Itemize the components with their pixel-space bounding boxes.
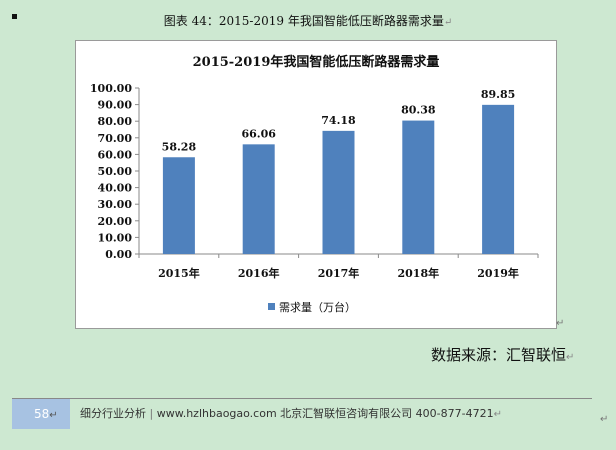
corner-mark: ↵ (600, 414, 609, 425)
data-label: 66.06 (241, 127, 276, 140)
footer-rule (12, 398, 592, 399)
page-number-box (12, 399, 70, 429)
page-number: 58↵ (34, 407, 58, 421)
footer-mark: ↵ (493, 409, 502, 420)
x-tick-label: 2017年 (318, 266, 360, 280)
bar (482, 104, 515, 254)
y-tick-label: 100.00 (90, 82, 132, 95)
y-tick-label: 80.00 (98, 115, 133, 128)
footer-text: 细分行业分析 | www.hzlhbaogao.com 北京汇智联恒咨询有限公司… (80, 405, 502, 421)
figure-caption: 图表 44：2015-2019 年我国智能低压断路器需求量↵ (0, 12, 616, 29)
bar (242, 144, 275, 254)
y-tick-label: 20.00 (98, 215, 133, 228)
chart-title: 2015-2019年我国智能低压断路器需求量 (193, 54, 440, 70)
y-tick-label: 10.00 (98, 231, 133, 244)
paragraph-mark: ↵ (443, 17, 453, 28)
x-tick-label: 2019年 (477, 266, 519, 280)
bar (162, 157, 195, 254)
y-tick-label: 90.00 (98, 99, 133, 112)
caption-text: 图表 44：2015-2019 年我国智能低压断路器需求量 (163, 14, 444, 28)
page-number-mark: ↵ (49, 410, 58, 421)
source-text: 数据来源：汇智联恒 (431, 346, 567, 364)
bar (322, 130, 355, 254)
y-tick-label: 60.00 (98, 148, 133, 161)
source-mark: ↵ (566, 352, 575, 363)
y-tick-label: 70.00 (98, 132, 133, 145)
legend-swatch (268, 303, 275, 310)
chart-paragraph-mark: ↵ (556, 318, 565, 329)
data-label: 74.18 (321, 114, 356, 127)
footer-company: www.hzlhbaogao.com 北京汇智联恒咨询有限公司 400-877-… (156, 407, 494, 420)
y-tick-label: 0.00 (105, 248, 132, 261)
list-bullet (12, 14, 17, 19)
x-tick-label: 2015年 (158, 266, 200, 280)
chart-container: 2015-2019年我国智能低压断路器需求量 0.00 10.00 20.00 30.0… (75, 40, 557, 329)
legend-label: 需求量（万台） (279, 300, 356, 314)
data-label: 80.38 (401, 104, 436, 117)
footer-label: 细分行业分析 (80, 407, 146, 420)
y-tick-label: 40.00 (98, 182, 133, 195)
data-source: 数据来源：汇智联恒↵ (431, 344, 574, 365)
data-label: 89.85 (481, 88, 515, 101)
bar (402, 120, 435, 254)
y-tick-label: 50.00 (98, 165, 133, 178)
bar-chart: 2015-2019年我国智能低压断路器需求量 0.00 10.00 20.00 30.0… (90, 54, 539, 314)
page-number-value: 58 (34, 407, 50, 421)
x-tick-label: 2018年 (397, 266, 439, 280)
x-tick-label: 2016年 (238, 266, 280, 280)
data-label: 58.28 (162, 140, 197, 153)
footer-separator: | (149, 407, 154, 420)
y-tick-label: 30.00 (98, 198, 133, 211)
